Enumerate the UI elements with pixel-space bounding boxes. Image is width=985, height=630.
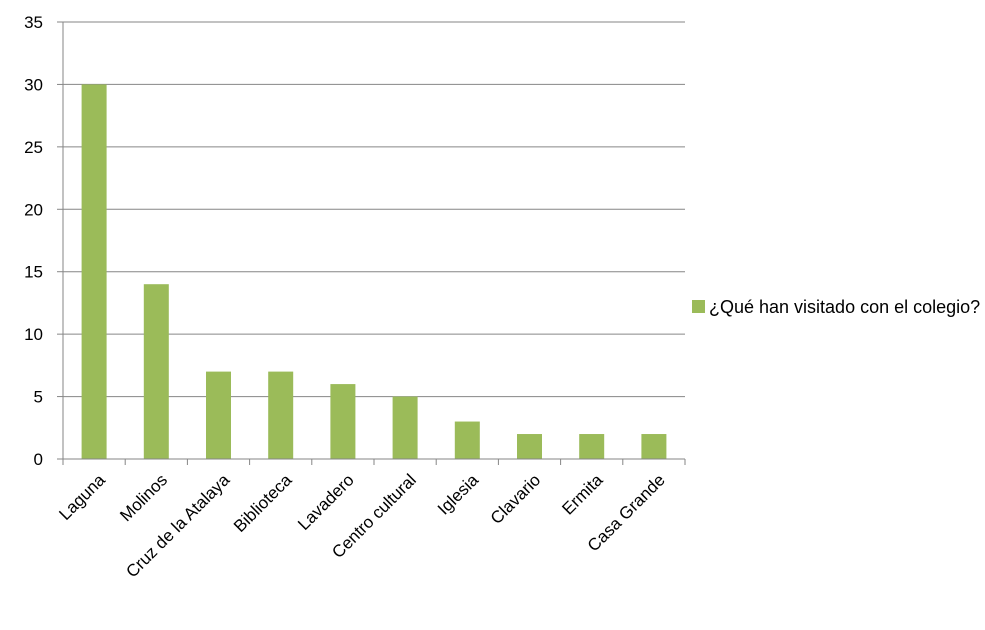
bar-centro-cultural — [392, 396, 418, 459]
bar-molinos — [143, 284, 169, 459]
legend: ¿Qué han visitado con el colegio? — [692, 294, 982, 320]
y-tick-label-0: 0 — [34, 450, 43, 469]
bar-laguna — [81, 84, 107, 459]
x-tick-label-ermita: Ermita — [558, 470, 607, 519]
bar-ermita — [579, 434, 605, 459]
bar-clavario — [517, 434, 542, 459]
legend-swatch — [692, 300, 705, 313]
bar-casa-grande — [641, 434, 667, 459]
y-tick-label-30: 30 — [24, 75, 43, 94]
y-tick-label-10: 10 — [24, 325, 43, 344]
x-tick-label-cruz-de-la-atalaya: Cruz de la Atalaya — [122, 470, 233, 581]
x-tick-label-iglesia: Iglesia — [434, 470, 483, 519]
bar-iglesia — [454, 421, 480, 459]
x-tick-label-clavario: Clavario — [487, 470, 545, 528]
bar-cruz-de-la-atalaya — [206, 371, 231, 459]
y-tick-label-20: 20 — [24, 200, 43, 219]
bars — [81, 84, 667, 459]
x-tick-label-laguna: Laguna — [55, 470, 109, 524]
bar-biblioteca — [268, 371, 294, 459]
x-tick-label-lavadero: Lavadero — [294, 470, 358, 534]
y-axis-ticks: 0 5 10 15 20 25 30 35 — [24, 13, 63, 469]
x-tick-label-molinos: Molinos — [116, 470, 171, 525]
y-tick-label-35: 35 — [24, 13, 43, 32]
bar-lavadero — [330, 384, 356, 459]
y-tick-label-5: 5 — [34, 388, 43, 407]
x-tick-label-biblioteca: Biblioteca — [230, 470, 296, 536]
y-tick-label-15: 15 — [24, 263, 43, 282]
legend-label: ¿Qué han visitado con el colegio? — [709, 297, 981, 317]
y-tick-label-25: 25 — [24, 138, 43, 157]
